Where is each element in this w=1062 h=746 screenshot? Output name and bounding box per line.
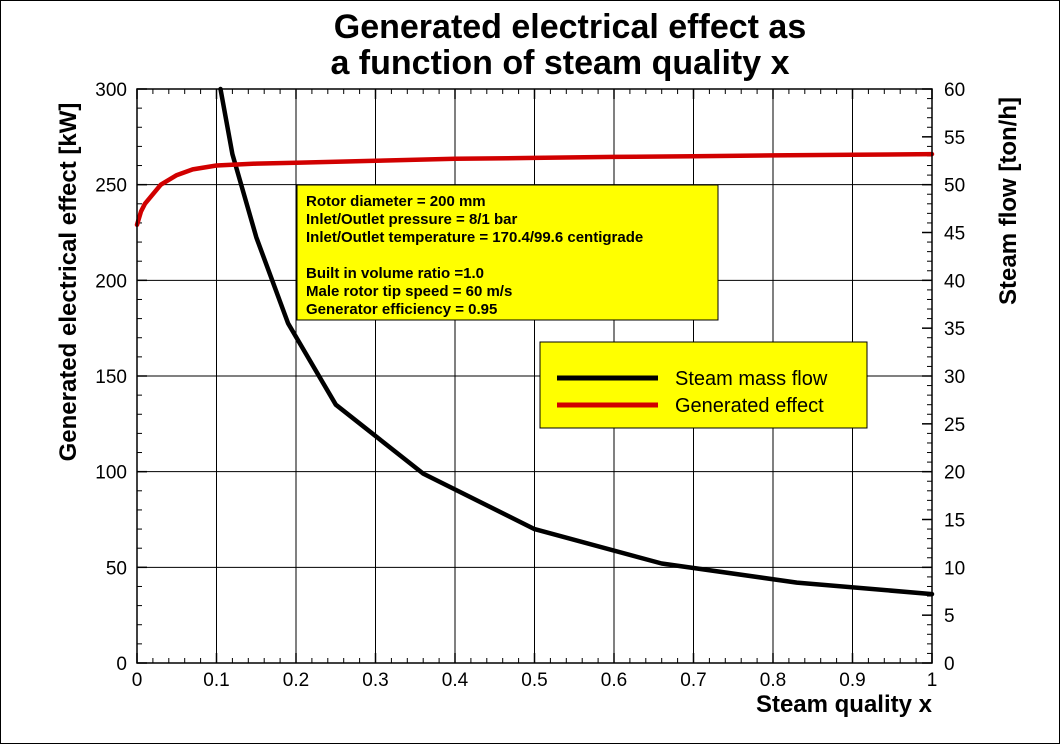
y-left-tick-label: 300 bbox=[95, 80, 127, 101]
info-box: Rotor diameter = 200 mm Inlet/Outlet pre… bbox=[296, 184, 719, 321]
series-line-steam-mass-flow bbox=[218, 86, 935, 597]
y-left-tick-label: 50 bbox=[106, 558, 127, 579]
x-tick-label: 0.4 bbox=[442, 670, 469, 691]
y-right-tick-label: 10 bbox=[944, 558, 965, 579]
x-tick-label: 1 bbox=[927, 670, 938, 691]
y-right-tick-label: 50 bbox=[944, 176, 965, 197]
legend: Steam mass flow Generated effect bbox=[539, 341, 868, 429]
y-right-tick-label: 40 bbox=[944, 271, 965, 292]
y-right-tick-label: 60 bbox=[944, 80, 965, 101]
chart-title-line-2: a function of steam quality x bbox=[330, 44, 789, 82]
tick-labels: 0 0.1 0.2 0.3 0.4 0.5 0.6 0.7 0.8 0.9 105010015020… bbox=[95, 80, 965, 691]
x-tick-label: 0.6 bbox=[601, 670, 627, 691]
y-right-tick-label: 20 bbox=[944, 463, 965, 484]
y-axis-right-title: Steam flow [ton/h] bbox=[995, 97, 1022, 305]
info-line-7: Generator efficiency = 0.95 bbox=[306, 301, 497, 318]
y-right-tick-label: 25 bbox=[944, 415, 965, 436]
legend-label-steam-mass-flow: Steam mass flow bbox=[675, 368, 828, 390]
y-left-tick-label: 150 bbox=[95, 367, 127, 388]
x-axis-title: Steam quality x bbox=[756, 691, 933, 718]
y-right-tick-label: 0 bbox=[944, 654, 955, 675]
y-right-tick-label: 35 bbox=[944, 319, 965, 340]
y-right-tick-label: 45 bbox=[944, 224, 965, 245]
y-left-tick-label: 250 bbox=[95, 176, 127, 197]
series-lines bbox=[134, 86, 935, 597]
info-line-3: Inlet/Outlet temperature = 170.4/99.6 ce… bbox=[306, 229, 643, 246]
legend-background bbox=[539, 341, 868, 429]
x-tick-label: 0 bbox=[132, 670, 143, 691]
y-right-tick-label: 30 bbox=[944, 367, 965, 388]
info-line-6: Male rotor tip speed = 60 m/s bbox=[306, 283, 512, 300]
info-line-5: Built in volume ratio =1.0 bbox=[306, 265, 484, 282]
x-tick-label: 0.8 bbox=[760, 670, 786, 691]
x-tick-label: 0.9 bbox=[839, 670, 865, 691]
y-axis-left-title: Generated electrical effect [kW] bbox=[55, 103, 82, 462]
x-tick-label: 0.7 bbox=[680, 670, 706, 691]
x-tick-label: 0.1 bbox=[203, 670, 229, 691]
chart-title-line-1: Generated electrical effect as bbox=[334, 8, 806, 46]
y-left-tick-label: 200 bbox=[95, 271, 127, 292]
x-tick-label: 0.3 bbox=[362, 670, 388, 691]
legend-label-generated-effect: Generated effect bbox=[675, 395, 824, 417]
y-right-tick-label: 15 bbox=[944, 511, 965, 532]
series-line-generated-effect bbox=[134, 151, 935, 228]
x-tick-label: 0.2 bbox=[283, 670, 309, 691]
y-left-tick-label: 100 bbox=[95, 463, 127, 484]
y-left-tick-label: 0 bbox=[116, 654, 127, 675]
info-line-1: Rotor diameter = 200 mm bbox=[306, 193, 486, 210]
y-right-tick-label: 55 bbox=[944, 128, 965, 149]
plot-area-border bbox=[136, 88, 933, 664]
y-right-tick-label: 5 bbox=[944, 606, 955, 627]
info-line-2: Inlet/Outlet pressure = 8/1 bar bbox=[306, 211, 517, 228]
x-tick-label: 0.5 bbox=[521, 670, 547, 691]
info-box-background bbox=[296, 184, 719, 321]
